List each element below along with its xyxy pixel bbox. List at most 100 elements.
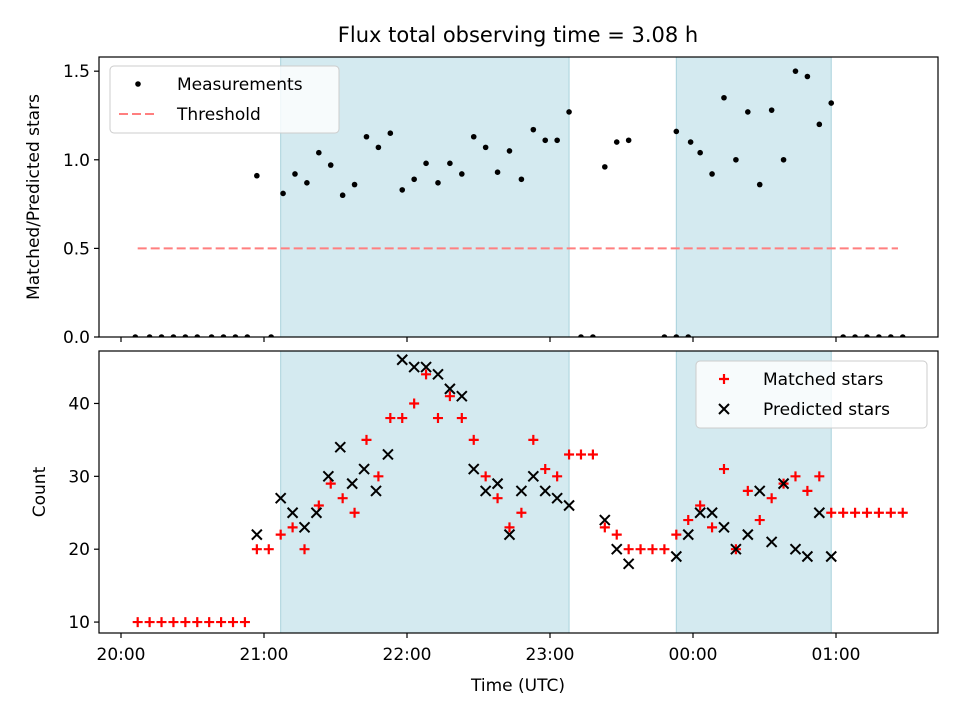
matched-star-point xyxy=(349,507,360,518)
measurement-point xyxy=(132,334,139,337)
predicted-star-point xyxy=(408,361,420,373)
y-axis-label: Count xyxy=(30,466,50,517)
measurement-point xyxy=(518,176,525,183)
x-tick-label: 23:00 xyxy=(526,645,575,665)
predicted-star-point xyxy=(551,492,563,504)
measurement-point xyxy=(566,109,572,115)
measurement-point xyxy=(194,334,201,337)
measurement-point xyxy=(351,181,358,188)
matched-star-point xyxy=(337,493,348,504)
measurement-point xyxy=(494,169,501,175)
matched-star-point xyxy=(409,398,420,409)
x-tick-label: 21:00 xyxy=(240,645,289,665)
measurement-point xyxy=(888,334,894,337)
measurement-point xyxy=(792,68,799,74)
matched-star-point xyxy=(480,471,491,482)
matched-star-point xyxy=(216,617,227,628)
matched-star-point xyxy=(397,413,408,424)
legend-box xyxy=(109,65,340,134)
predicted-star-point xyxy=(444,383,456,395)
y-tick-label: 0.5 xyxy=(63,239,90,259)
series-marks xyxy=(132,68,906,337)
measurement-point xyxy=(578,334,584,337)
matched-star-point xyxy=(838,507,849,518)
legend-label: Measurements xyxy=(177,75,303,95)
matched-star-point xyxy=(204,617,215,628)
matched-star-point xyxy=(239,617,250,628)
predicted-star-point xyxy=(682,528,694,541)
predicted-star-point xyxy=(456,390,468,402)
y-tick-label: 0.0 xyxy=(63,328,90,348)
measurement-point xyxy=(268,334,274,337)
predicted-star-point xyxy=(825,550,837,563)
measurement-point xyxy=(554,137,560,144)
matched-star-point xyxy=(718,464,729,475)
matched-star-point xyxy=(516,507,527,518)
matched-star-point xyxy=(742,485,753,496)
predicted-star-point xyxy=(396,354,408,366)
matched-star-point xyxy=(897,507,908,518)
predicted-star-point xyxy=(479,485,492,497)
predicted-star-point xyxy=(420,361,432,373)
y-tick-label: 1.0 xyxy=(63,151,90,171)
y-tick-label: 40 xyxy=(68,394,90,414)
measurement-point xyxy=(387,130,394,137)
measurement-point xyxy=(316,149,322,156)
legend-measurement-swatch xyxy=(135,81,141,87)
y-axis-label: Matched/Predicted stars xyxy=(24,94,44,300)
matched-star-point xyxy=(432,413,443,424)
measurement-point xyxy=(613,139,620,145)
matched-star-point xyxy=(456,413,467,424)
matched-star-point xyxy=(647,544,658,555)
axes-frame xyxy=(98,56,939,338)
measurement-point xyxy=(447,160,453,167)
matched-star-point xyxy=(325,478,336,489)
measurement-point xyxy=(363,133,370,140)
matched-star-point xyxy=(287,522,298,533)
measurement-point xyxy=(590,334,596,337)
legend: Measurements Threshold xyxy=(109,65,340,134)
measurement-point xyxy=(232,334,239,337)
predicted-star-point xyxy=(539,485,551,497)
measurement-point xyxy=(399,187,406,193)
predicted-star-point xyxy=(527,470,540,483)
legend-label: Threshold xyxy=(176,105,261,125)
predicted-star-point xyxy=(599,514,611,526)
measurement-point xyxy=(170,334,177,337)
matched-star-point xyxy=(599,522,610,533)
measurement-point xyxy=(208,334,215,337)
predicted-star-point xyxy=(346,477,358,490)
measurement-point xyxy=(661,334,668,337)
measurement-point xyxy=(721,94,727,101)
measurement-point xyxy=(840,334,846,337)
matched-star-point xyxy=(421,369,432,380)
predicted-star-point xyxy=(801,550,814,563)
observing-interval-band xyxy=(280,351,570,633)
measurement-point xyxy=(685,334,692,337)
predicted-star-point xyxy=(789,543,802,555)
matched-star-point xyxy=(552,471,563,482)
measurement-point xyxy=(756,181,763,188)
matched-star-point xyxy=(695,500,706,511)
series-matched-stars xyxy=(132,369,908,628)
x-tick-label: 01:00 xyxy=(812,645,861,665)
measurement-point xyxy=(673,128,680,135)
measurement-point xyxy=(339,192,346,199)
measurement-point xyxy=(697,149,703,156)
measurement-point xyxy=(530,126,537,133)
predicted-star-point xyxy=(622,558,635,570)
matched-star-point xyxy=(192,617,203,628)
legend-box xyxy=(695,360,928,429)
predicted-star-point xyxy=(765,536,778,548)
matched-star-point xyxy=(275,529,286,540)
predicted-star-point xyxy=(468,463,480,475)
measurement-point xyxy=(280,190,286,197)
measurement-point xyxy=(435,180,441,186)
matched-star-point xyxy=(826,507,837,518)
matched-star-point xyxy=(814,471,825,482)
figure-title: Flux total observing time = 3.08 h xyxy=(338,23,698,47)
y-tick-label: 10 xyxy=(68,613,90,633)
measurement-point xyxy=(423,160,429,167)
matched-star-point xyxy=(528,434,539,445)
predicted-star-point xyxy=(694,507,706,519)
